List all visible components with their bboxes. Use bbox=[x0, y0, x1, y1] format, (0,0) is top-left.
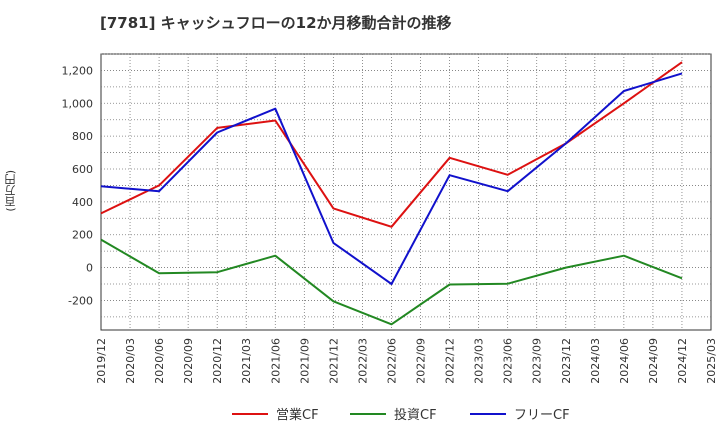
x-tick-label: 2021/06 bbox=[269, 338, 282, 384]
series-line bbox=[100, 72, 683, 285]
y-tick-label: 800 bbox=[72, 130, 93, 143]
x-tick-label: 2025/03 bbox=[705, 338, 718, 384]
x-tick-label: 2022/09 bbox=[415, 338, 428, 384]
x-tick-label: 2024/03 bbox=[589, 338, 602, 384]
legend-label: 営業CF bbox=[276, 407, 319, 423]
series-line bbox=[100, 238, 683, 326]
y-tick-label: 1,200 bbox=[62, 64, 94, 77]
x-tick-label: 2022/03 bbox=[356, 338, 369, 384]
plot-frame bbox=[100, 53, 712, 331]
x-tick-label: 2019/12 bbox=[95, 338, 108, 384]
x-tick-label: 2020/06 bbox=[153, 338, 166, 384]
x-tick-label: 2020/09 bbox=[182, 338, 195, 384]
x-tick-label: 2023/06 bbox=[502, 338, 515, 384]
y-tick-label: 200 bbox=[72, 229, 93, 242]
x-tick-label: 2023/03 bbox=[473, 338, 486, 384]
y-tick-label: 0 bbox=[86, 262, 93, 275]
x-tick-label: 2023/09 bbox=[531, 338, 544, 384]
x-tick-label: 2021/03 bbox=[240, 338, 253, 384]
x-tick-label: 2024/09 bbox=[647, 338, 660, 384]
x-tick-label: 2024/06 bbox=[618, 338, 631, 384]
y-tick-label: 1,000 bbox=[62, 97, 94, 110]
series-line bbox=[100, 61, 683, 228]
x-tick-label: 2021/09 bbox=[298, 338, 311, 384]
x-tick-label: 2020/03 bbox=[124, 338, 137, 384]
legend-label: 投資CF bbox=[394, 407, 437, 423]
chart-title: [7781] キャッシュフローの12か月移動合計の推移 bbox=[100, 14, 452, 32]
y-tick-label: -200 bbox=[68, 294, 93, 307]
x-tick-label: 2020/12 bbox=[211, 338, 224, 384]
y-tick-label: 400 bbox=[72, 196, 93, 209]
x-tick-label: 2022/06 bbox=[385, 338, 398, 384]
legend-label: フリーCF bbox=[514, 408, 570, 423]
x-tick-label: 2021/12 bbox=[327, 338, 340, 384]
x-tick-label: 2023/12 bbox=[560, 338, 573, 384]
x-tick-label: 2022/12 bbox=[444, 338, 457, 384]
y-tick-label: 600 bbox=[72, 163, 93, 176]
x-tick-label: 2024/12 bbox=[676, 338, 689, 384]
